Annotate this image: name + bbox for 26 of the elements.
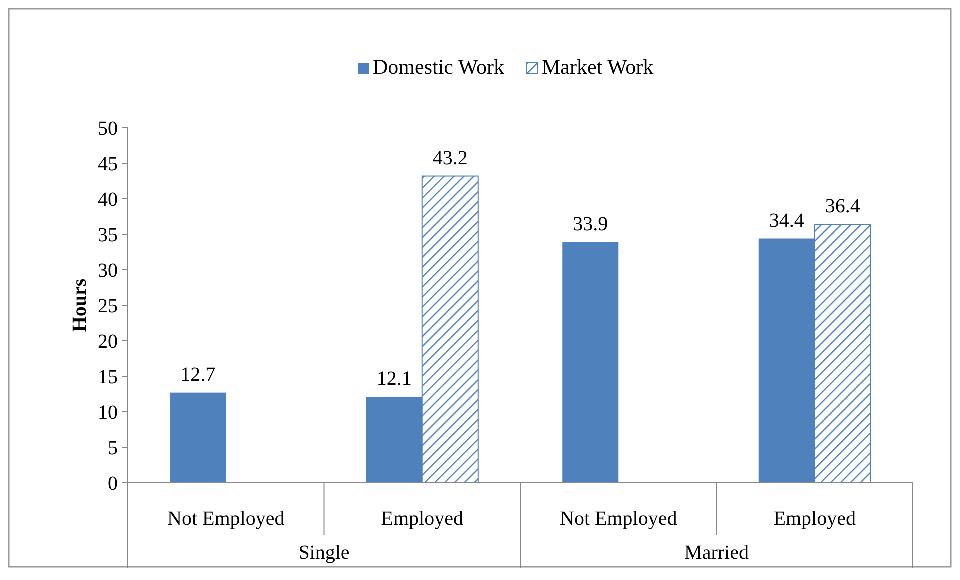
data-label: 12.1	[376, 368, 412, 390]
text: Single	[298, 542, 350, 564]
data-label: 36.4	[825, 196, 860, 218]
x-tick-label: Not Employed	[168, 508, 285, 530]
y-tick-label: 5	[108, 438, 118, 460]
data-label: 34.4	[769, 210, 804, 232]
legend-label: Market Work	[542, 55, 654, 79]
y-tick-label: 0	[108, 473, 118, 495]
x-tick-label: Employed	[774, 508, 856, 530]
y-tick-label: 50	[98, 118, 118, 140]
data-label: 43.2	[432, 147, 468, 170]
y-tick-label: 20	[98, 331, 118, 353]
y-tick-label: 10	[98, 402, 118, 424]
y-tick-label: 25	[98, 296, 118, 318]
y-tick-label: 35	[98, 224, 118, 246]
y-axis-title: Hours	[69, 278, 91, 332]
y-tick-label: 45	[98, 154, 118, 176]
y-tick-label: 15	[98, 366, 118, 388]
x-tick-label: Employed	[381, 508, 464, 530]
data-label: 12.7	[180, 364, 216, 386]
text: Married	[684, 542, 749, 564]
y-tick-label: 40	[98, 189, 118, 211]
data-label: 33.9	[573, 213, 608, 236]
y-tick-label: 30	[98, 260, 118, 282]
x-tick-label: Not Employed	[560, 508, 678, 530]
legend-label: Domestic Work	[373, 55, 505, 79]
